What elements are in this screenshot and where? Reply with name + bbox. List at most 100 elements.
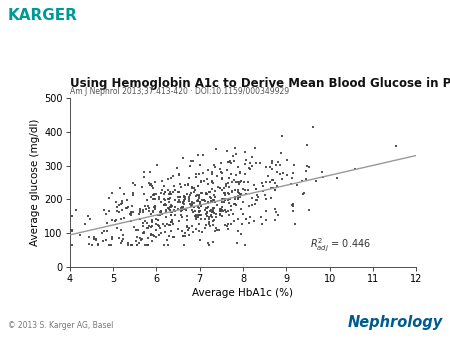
Point [209, 198, 216, 203]
Point [148, 194, 155, 199]
Point [144, 225, 152, 230]
Point [234, 194, 241, 199]
Point [178, 208, 185, 214]
Point [167, 213, 174, 218]
Point [231, 201, 239, 207]
Point [142, 242, 149, 248]
Point [165, 242, 172, 248]
Point [289, 204, 297, 209]
Point [242, 171, 249, 176]
Point [180, 193, 188, 198]
Point [204, 199, 211, 204]
Point [284, 158, 291, 163]
Point [68, 214, 76, 219]
Point [213, 174, 220, 179]
Point [235, 164, 242, 170]
Point [251, 201, 258, 207]
Point [183, 223, 190, 229]
Point [189, 184, 196, 189]
Point [233, 241, 240, 246]
Point [202, 192, 209, 197]
Point [226, 184, 233, 189]
Point [174, 226, 181, 232]
Point [201, 216, 208, 222]
Point [301, 190, 308, 196]
Point [271, 187, 279, 193]
Point [218, 177, 225, 182]
Point [151, 233, 158, 238]
Point [151, 191, 158, 196]
Point [153, 234, 160, 239]
Point [201, 197, 208, 202]
Point [188, 186, 195, 191]
Point [185, 233, 192, 238]
Point [194, 198, 201, 203]
Point [221, 207, 228, 212]
Point [184, 217, 191, 223]
Point [271, 206, 278, 211]
Point [272, 163, 279, 168]
Point [212, 189, 219, 194]
Point [233, 179, 240, 185]
Point [117, 240, 124, 246]
Point [138, 237, 145, 242]
Point [166, 192, 173, 197]
Point [272, 218, 279, 223]
Point [208, 169, 215, 175]
Point [152, 207, 159, 212]
Point [225, 159, 232, 164]
Point [234, 189, 242, 194]
Point [141, 218, 149, 224]
Point [244, 188, 251, 193]
Point [225, 200, 233, 206]
Point [144, 242, 152, 248]
Point [258, 180, 265, 186]
Point [216, 185, 224, 191]
Point [211, 192, 218, 198]
Point [220, 196, 227, 201]
Point [234, 194, 241, 199]
Point [245, 221, 252, 226]
Point [164, 188, 171, 193]
Text: KARGER: KARGER [8, 8, 78, 23]
Point [219, 171, 226, 176]
Point [232, 173, 239, 178]
Point [203, 213, 211, 218]
Point [198, 191, 205, 196]
Point [252, 198, 259, 203]
Point [161, 202, 168, 208]
Point [203, 176, 211, 181]
Point [238, 222, 246, 227]
Point [160, 184, 167, 189]
Point [226, 212, 233, 218]
Point [224, 209, 231, 214]
Point [201, 198, 208, 203]
Point [167, 204, 175, 210]
Point [216, 227, 223, 233]
Point [209, 219, 216, 224]
Point [197, 238, 204, 243]
Point [195, 209, 203, 215]
Point [204, 206, 211, 211]
Point [144, 198, 151, 203]
Point [211, 194, 218, 199]
Point [249, 163, 256, 169]
Point [180, 204, 187, 210]
Point [193, 226, 200, 231]
Point [228, 160, 235, 166]
Text: $R^2_{adj}$ = 0.446: $R^2_{adj}$ = 0.446 [310, 237, 371, 254]
Point [138, 236, 145, 241]
Point [86, 235, 93, 240]
Point [90, 236, 98, 242]
Text: Using Hemoglobin A1c to Derive Mean Blood Glucose in Peritoneal Dialysis Patient: Using Hemoglobin A1c to Derive Mean Bloo… [70, 77, 450, 90]
Point [320, 175, 327, 180]
Point [162, 189, 169, 195]
Point [124, 204, 131, 210]
Point [233, 202, 240, 207]
Point [115, 209, 122, 215]
Point [231, 187, 239, 193]
Point [186, 201, 193, 207]
Point [149, 185, 157, 191]
Point [294, 183, 301, 188]
Point [211, 197, 218, 202]
